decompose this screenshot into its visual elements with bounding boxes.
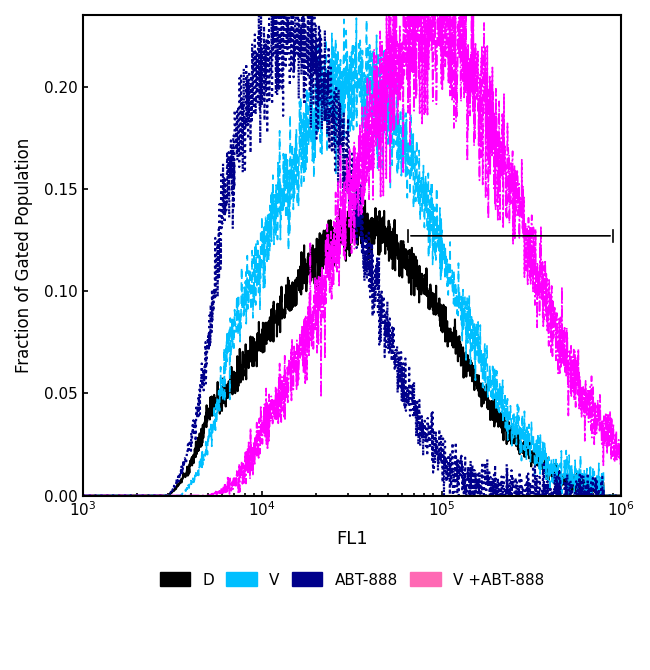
D [107,492,114,500]
Line: V +ABT-888: V +ABT-888 [83,0,621,496]
ABT-888 [602,492,610,500]
ABT-888 [327,72,335,80]
ABT-888 [341,186,348,194]
Line: V: V [83,18,621,496]
V [503,425,511,433]
D [503,423,511,431]
X-axis label: FL1: FL1 [336,530,368,548]
D [326,230,334,238]
V [602,492,610,500]
ABT-888 [79,492,86,500]
V +ABT-888 [618,468,625,476]
D [602,492,610,500]
ABT-888 [503,488,511,496]
D [618,492,625,500]
Legend: D, V, ABT-888, V +ABT-888: D, V, ABT-888, V +ABT-888 [153,566,551,594]
V +ABT-888 [503,198,511,206]
V +ABT-888 [107,492,114,500]
V [79,492,86,500]
V +ABT-888 [602,421,610,429]
ABT-888 [618,492,625,500]
D [79,492,86,500]
V +ABT-888 [79,492,86,500]
V [326,55,334,63]
V [107,492,114,500]
V +ABT-888 [602,409,610,417]
V [618,492,625,500]
Line: D: D [83,198,621,496]
D [351,194,359,202]
D [602,492,610,500]
V [352,14,360,22]
D [341,219,348,227]
V +ABT-888 [341,176,348,184]
Line: ABT-888: ABT-888 [83,0,621,496]
V [602,492,610,500]
ABT-888 [107,492,114,500]
Y-axis label: Fraction of Gated Population: Fraction of Gated Population [15,137,33,373]
ABT-888 [602,492,610,500]
V [341,64,348,72]
V +ABT-888 [326,271,334,279]
